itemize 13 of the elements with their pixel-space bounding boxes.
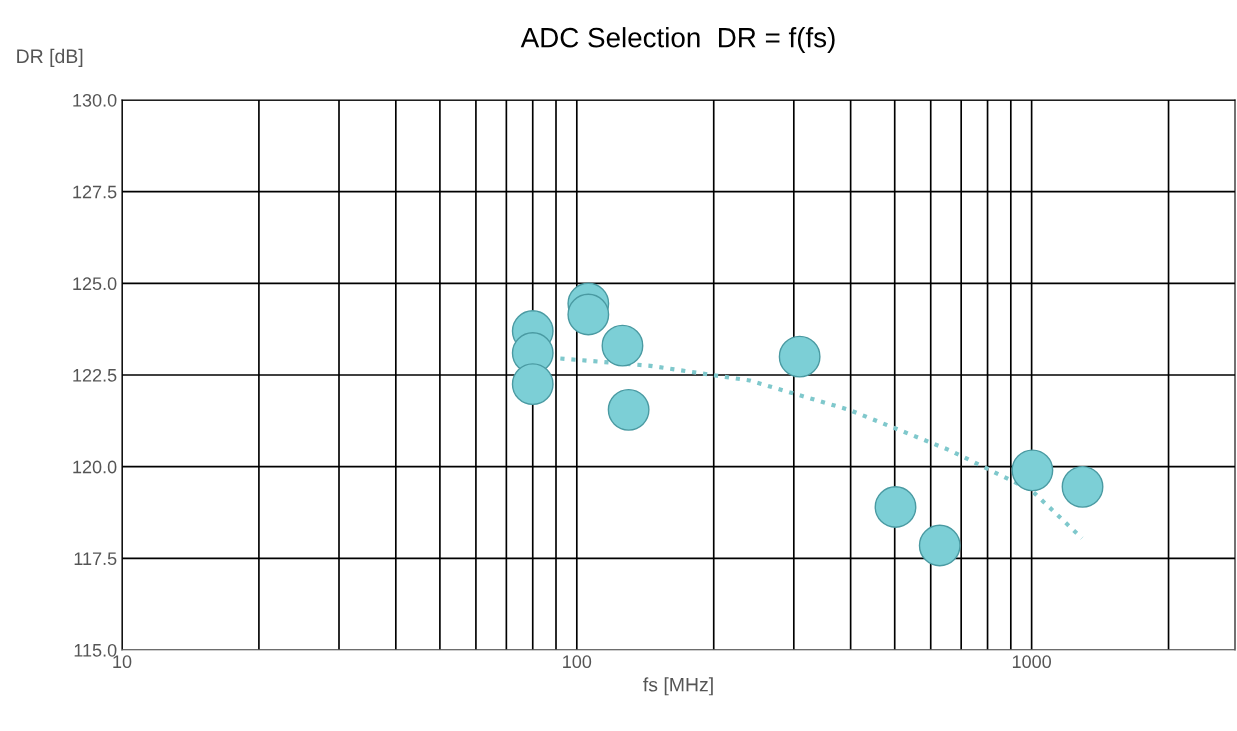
- x-axis-title: fs [MHz]: [643, 677, 713, 696]
- x-tick-label: 100: [563, 655, 592, 669]
- y-tick-label: 125.0: [73, 277, 117, 291]
- x-tick-label: 10: [113, 655, 132, 669]
- x-tick-label: 1000: [1012, 655, 1052, 669]
- y-tick-label: 130.0: [73, 93, 117, 107]
- chart-title: ADC Selection DR = f(fs): [520, 27, 835, 53]
- y-tick-label: 117.5: [74, 552, 117, 566]
- y-tick-label: 120.0: [73, 460, 117, 474]
- y-tick-label: 122.5: [73, 368, 117, 382]
- y-tick-label: 127.5: [73, 185, 117, 199]
- y-axis-title: DR [dB]: [17, 48, 83, 67]
- y-tick-label: 115.0: [74, 643, 117, 657]
